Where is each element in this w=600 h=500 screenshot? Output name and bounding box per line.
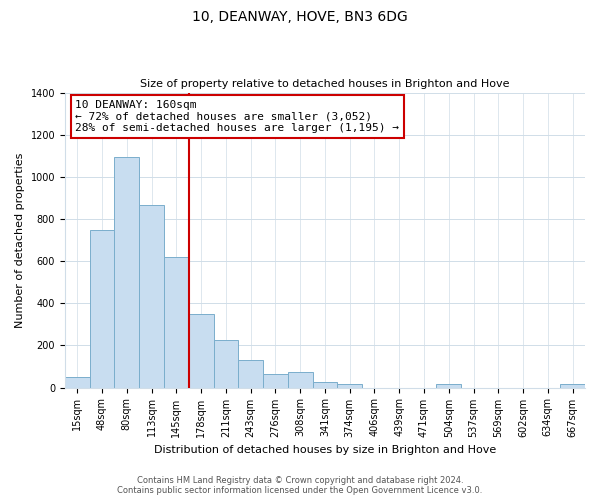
Bar xyxy=(263,374,288,388)
Bar xyxy=(337,384,362,388)
Bar xyxy=(139,204,164,388)
Text: 10 DEANWAY: 160sqm
← 72% of detached houses are smaller (3,052)
28% of semi-deta: 10 DEANWAY: 160sqm ← 72% of detached hou… xyxy=(76,100,400,133)
Bar xyxy=(89,230,115,388)
Title: Size of property relative to detached houses in Brighton and Hove: Size of property relative to detached ho… xyxy=(140,79,510,89)
Bar xyxy=(313,382,337,388)
Text: 10, DEANWAY, HOVE, BN3 6DG: 10, DEANWAY, HOVE, BN3 6DG xyxy=(192,10,408,24)
Bar xyxy=(288,372,313,388)
Bar xyxy=(189,314,214,388)
Bar xyxy=(164,257,189,388)
Bar xyxy=(115,157,139,388)
Bar xyxy=(436,384,461,388)
Text: Contains HM Land Registry data © Crown copyright and database right 2024.
Contai: Contains HM Land Registry data © Crown c… xyxy=(118,476,482,495)
Y-axis label: Number of detached properties: Number of detached properties xyxy=(15,152,25,328)
X-axis label: Distribution of detached houses by size in Brighton and Hove: Distribution of detached houses by size … xyxy=(154,445,496,455)
Bar xyxy=(214,340,238,388)
Bar xyxy=(65,376,89,388)
Bar xyxy=(238,360,263,388)
Bar xyxy=(560,384,585,388)
